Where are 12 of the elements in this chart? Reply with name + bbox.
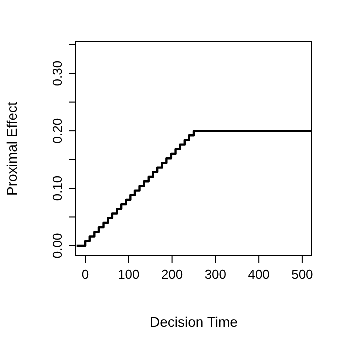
x-tick-label: 300 bbox=[204, 267, 227, 282]
y-axis-title: Proximal Effect bbox=[4, 102, 20, 196]
y-tick-label: 0.00 bbox=[50, 233, 65, 259]
x-tick-label: 0 bbox=[82, 267, 90, 282]
x-tick-label: 100 bbox=[118, 267, 140, 282]
y-tick-label: 0.30 bbox=[50, 60, 65, 86]
y-tick-label: 0.20 bbox=[50, 118, 65, 144]
x-tick-label: 200 bbox=[161, 267, 184, 282]
x-axis-title: Decision Time bbox=[150, 314, 238, 330]
y-tick-label: 0.10 bbox=[50, 176, 65, 202]
x-tick-label: 400 bbox=[248, 267, 270, 282]
x-tick-label: 500 bbox=[292, 267, 314, 282]
